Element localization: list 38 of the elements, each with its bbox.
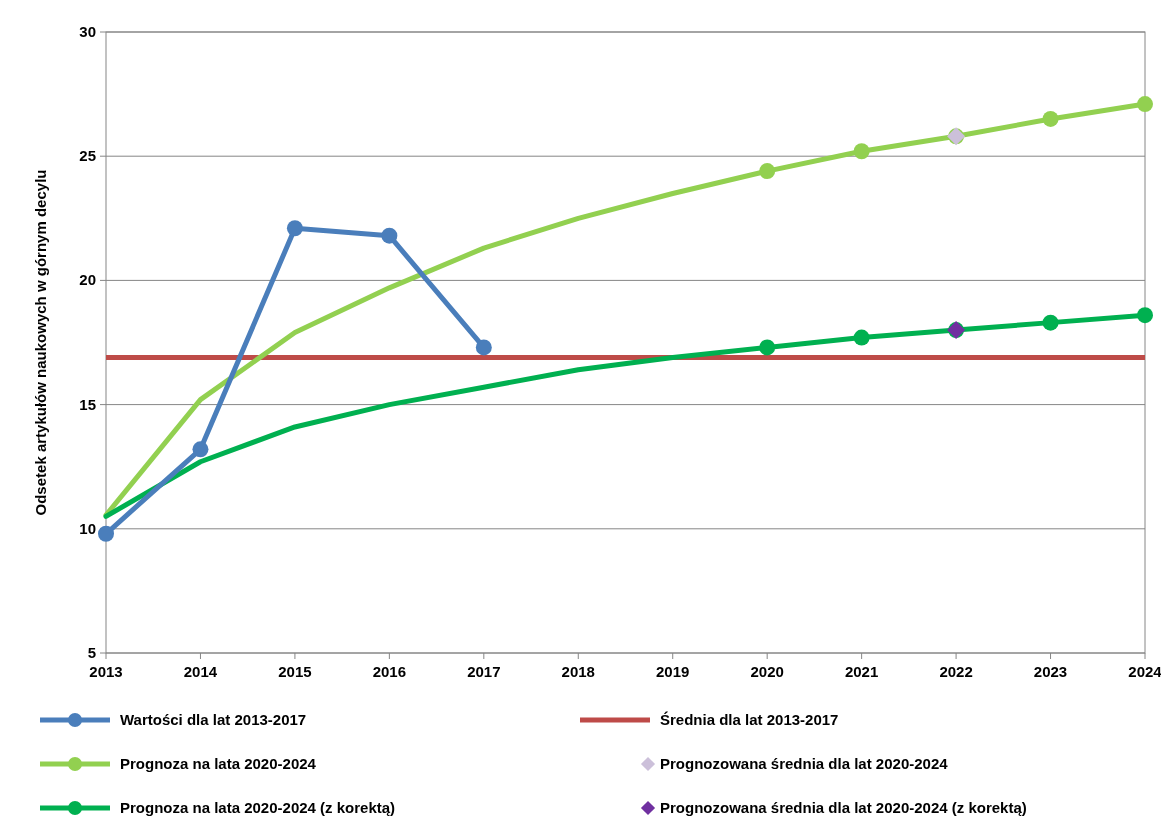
point xyxy=(475,339,492,356)
point xyxy=(286,220,303,237)
y-tick-label: 25 xyxy=(79,147,96,165)
x-tick-label: 2014 xyxy=(183,663,218,680)
y-tick-label: 5 xyxy=(87,644,96,661)
x-tick-label: 2020 xyxy=(750,663,784,680)
point xyxy=(1137,96,1153,113)
x-tick-label: 2015 xyxy=(278,663,312,680)
x-tick-label: 2019 xyxy=(656,663,690,680)
point xyxy=(1137,307,1153,324)
y-tick-label: 30 xyxy=(79,23,96,40)
point xyxy=(98,525,114,542)
y-tick-label: 20 xyxy=(79,271,96,289)
point xyxy=(759,339,776,356)
point xyxy=(759,163,776,180)
x-tick-label: 2018 xyxy=(561,663,595,680)
legend-label: Prognoza na lata 2020-2024 (z korektą) xyxy=(120,799,396,816)
legend-label: Wartości dla lat 2013-2017 xyxy=(120,711,307,728)
legend-label: Średnia dla lat 2013-2017 xyxy=(660,711,839,728)
x-tick-label: 2016 xyxy=(372,663,407,680)
x-tick-label: 2013 xyxy=(89,663,123,680)
x-tick-label: 2022 xyxy=(939,663,973,680)
point xyxy=(192,441,209,458)
legend-label: Prognozowana średnia dla lat 2020-2024 xyxy=(660,755,949,772)
point xyxy=(853,329,870,346)
legend-label: Prognozowana średnia dla lat 2020-2024 (z korektą) xyxy=(660,799,1027,816)
legend-label: Prognoza na lata 2020-2024 xyxy=(120,755,317,772)
point xyxy=(1042,110,1059,127)
x-tick-label: 2021 xyxy=(844,663,879,680)
x-tick-label: 2023 xyxy=(1033,663,1068,680)
y-axis-title: Odsetek artykułów naukowych w górnym decylu xyxy=(32,169,49,516)
point xyxy=(1042,314,1059,331)
x-tick-label: 2024 xyxy=(1128,663,1163,680)
y-tick-label: 15 xyxy=(79,395,96,413)
x-tick-label: 2017 xyxy=(467,663,501,680)
y-tick-label: 10 xyxy=(79,519,96,537)
point xyxy=(381,227,398,244)
point xyxy=(853,143,870,160)
